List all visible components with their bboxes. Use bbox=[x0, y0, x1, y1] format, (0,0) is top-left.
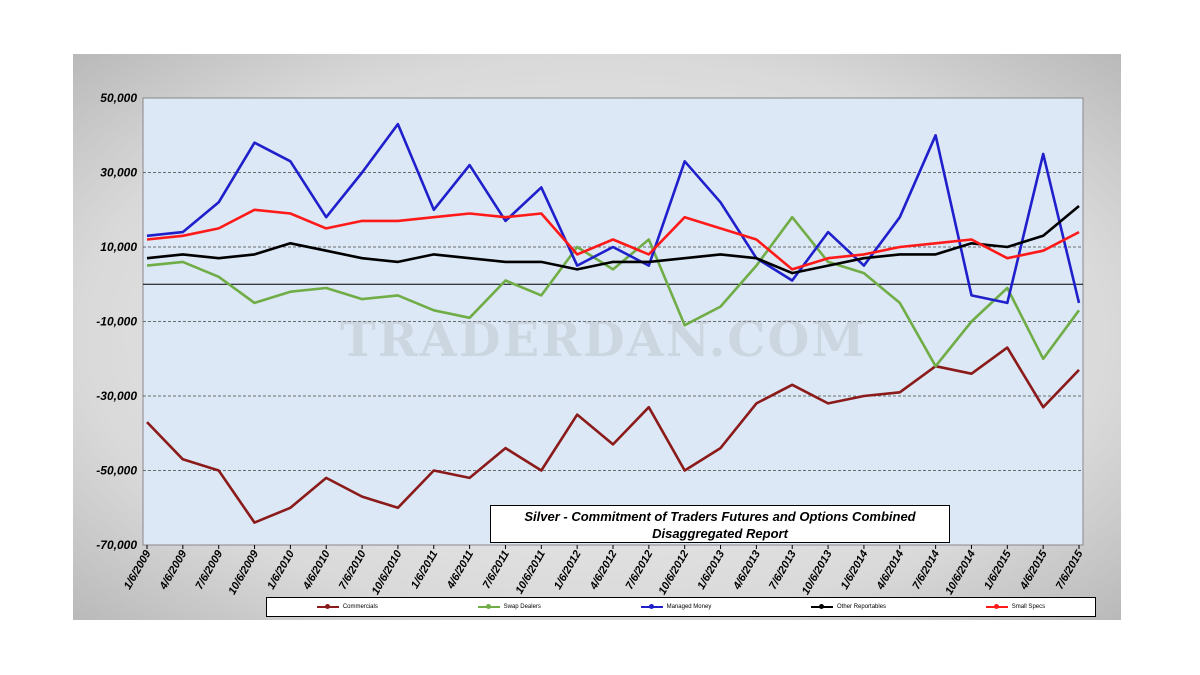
series-line-other-reportables bbox=[146, 205, 1080, 275]
y-axis-ticks: 50,000 30,000 10,000 -10,000 -30,000 -50,000 -… bbox=[96, 91, 137, 552]
y-tick-label: -50,000 bbox=[96, 464, 137, 478]
x-tick-label: 4/6/2010 bbox=[301, 548, 334, 593]
x-tick-label: 7/6/2012 bbox=[624, 549, 656, 592]
series-line-swap-dealers bbox=[146, 215, 1081, 368]
legend-label: Commercials bbox=[342, 604, 378, 610]
x-tick-label: 10/6/2012 bbox=[656, 549, 691, 597]
x-tick-label: 10/6/2013 bbox=[800, 549, 835, 597]
x-tick-label: 4/6/2011 bbox=[444, 549, 476, 592]
legend-label: Small Specs bbox=[1011, 604, 1046, 610]
x-tick-label: 10/6/2011 bbox=[513, 549, 547, 597]
x-tick-label: 1/6/2011 bbox=[409, 549, 440, 591]
x-tick-label: 1/6/2014 bbox=[839, 549, 871, 592]
x-tick-label: 7/6/2010 bbox=[337, 548, 369, 592]
x-tick-label: 7/6/2009 bbox=[193, 548, 225, 592]
legend-item: Other Reportables bbox=[811, 604, 886, 610]
x-axis-ticks: 1/6/2009 4/6/2009 7/6/2009 10/6/2009 1/6/201… bbox=[122, 545, 1086, 597]
x-tick-label: 7/6/2011 bbox=[481, 549, 512, 591]
x-tick-label: 7/6/2013 bbox=[767, 549, 799, 592]
legend-item: Swap Dealers bbox=[477, 604, 541, 610]
chart-title-box: Silver - Commitment of Traders Futures a… bbox=[490, 505, 950, 543]
x-tick-label: 7/6/2015 bbox=[1054, 548, 1086, 592]
x-tick-label: 4/6/2012 bbox=[587, 549, 619, 593]
x-tick-label: 1/6/2010 bbox=[265, 548, 297, 592]
legend: Commercials Swap Dealers Managed Money Othe… bbox=[266, 597, 1096, 617]
legend-swatch bbox=[640, 604, 663, 609]
x-tick-label: 1/6/2012 bbox=[552, 549, 584, 592]
chart-subtitle: Disaggregated Report bbox=[652, 526, 788, 541]
y-tick-label: 50,000 bbox=[100, 91, 137, 105]
series-line-small-specs bbox=[146, 208, 1080, 271]
series-line-managed-money bbox=[146, 122, 1081, 305]
x-tick-label: 7/6/2014 bbox=[910, 549, 942, 592]
legend-swatch bbox=[477, 604, 500, 609]
legend-swatch bbox=[316, 604, 339, 609]
x-tick-label: 4/6/2014 bbox=[874, 549, 906, 593]
x-tick-label: 10/6/2014 bbox=[943, 549, 978, 597]
x-tick-label: 1/6/2013 bbox=[695, 549, 727, 592]
y-tick-label: -70,000 bbox=[96, 538, 137, 552]
legend-label: Swap Dealers bbox=[503, 604, 541, 610]
x-tick-label: 10/6/2010 bbox=[370, 548, 405, 597]
y-tick-label: 30,000 bbox=[100, 166, 137, 180]
series-line-commercials bbox=[146, 346, 1080, 524]
y-tick-label: -30,000 bbox=[96, 389, 137, 403]
chart-title: Silver - Commitment of Traders Futures a… bbox=[524, 509, 916, 524]
x-tick-label: 10/6/2009 bbox=[226, 548, 261, 597]
y-tick-label: 10,000 bbox=[100, 240, 137, 254]
series-lines bbox=[146, 122, 1081, 524]
legend-swatch bbox=[811, 604, 834, 609]
legend-label: Managed Money bbox=[666, 604, 712, 610]
legend-item: Managed Money bbox=[640, 604, 712, 610]
x-tick-label: 1/6/2015 bbox=[982, 548, 1014, 592]
x-tick-label: 4/6/2009 bbox=[157, 548, 190, 593]
legend-label: Other Reportables bbox=[837, 604, 887, 610]
legend-swatch bbox=[985, 604, 1008, 609]
x-tick-label: 4/6/2013 bbox=[731, 549, 763, 593]
x-tick-label: 1/6/2009 bbox=[122, 548, 154, 592]
legend-item: Commercials bbox=[316, 604, 378, 610]
x-tick-label: 4/6/2015 bbox=[1017, 548, 1050, 593]
legend-item: Small Specs bbox=[985, 604, 1046, 610]
y-tick-label: -10,000 bbox=[96, 315, 137, 329]
watermark: TRADERDAN.COM bbox=[340, 312, 867, 368]
